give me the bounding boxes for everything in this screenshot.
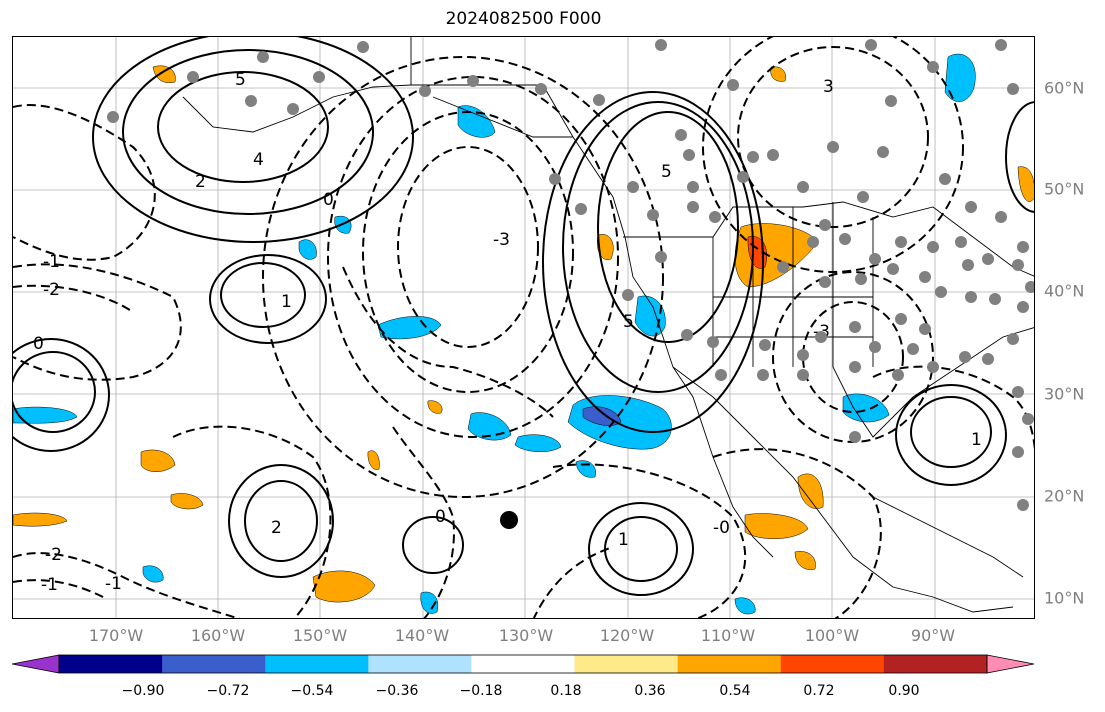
colorbar-outline <box>58 654 988 674</box>
location-marker <box>500 511 518 529</box>
anomaly-blob <box>367 450 380 470</box>
shaded-anomalies <box>13 53 1034 615</box>
colorbar-cell <box>162 655 266 673</box>
lon-label: 110°W <box>700 626 756 645</box>
contour-label: 1 <box>281 292 292 312</box>
colorbar-cell <box>574 655 679 673</box>
station-markers <box>107 39 1034 511</box>
anomaly-blob <box>770 66 786 82</box>
contour-label: 5 <box>235 70 246 90</box>
contour-label: 5 <box>623 312 634 332</box>
anomaly-blob <box>797 473 824 509</box>
contour-label: -3 <box>493 230 510 250</box>
contours <box>13 37 1034 618</box>
map-panel: 5 4 0 2 1 -1 -2 -3 0 1 2 -1 -0 5 3 -3 -2… <box>12 36 1035 619</box>
contour-label: -0 <box>713 518 730 538</box>
lat-label: 60°N <box>1044 78 1085 98</box>
colorbar-tick-label: −0.36 <box>375 683 419 699</box>
colorbar-extend-low <box>12 654 60 674</box>
colorbar-tick-label: −0.54 <box>290 683 334 699</box>
contour-label: -1 <box>105 574 122 594</box>
contour-label: 2 <box>195 172 206 192</box>
anomaly-blob <box>582 406 622 426</box>
contour-label: 0 <box>33 334 44 354</box>
anomaly-blob <box>794 551 816 570</box>
anomaly-blob <box>1017 166 1034 202</box>
colorbar-cell <box>883 655 988 673</box>
lat-label: 30°N <box>1044 384 1085 404</box>
contour-label: 0 <box>435 507 446 527</box>
contour-label: 3 <box>823 77 834 97</box>
anomaly-blob <box>142 565 164 583</box>
anomaly-blob <box>140 449 176 472</box>
contour-label: 0 <box>323 190 334 210</box>
anomaly-blob <box>597 233 614 260</box>
map-title: 2024082500 F000 <box>445 9 602 29</box>
lon-label: 90°W <box>910 626 956 645</box>
colorbar-cell <box>368 655 472 673</box>
lat-label: 20°N <box>1044 486 1085 506</box>
anomaly-blob <box>312 570 376 603</box>
anomaly-blob <box>13 512 68 527</box>
anomaly-blob <box>944 53 976 102</box>
anomaly-blob <box>575 460 596 478</box>
lat-label: 40°N <box>1044 281 1085 301</box>
lon-label: 140°W <box>394 626 450 645</box>
anomaly-blob <box>298 239 317 260</box>
colorbar-cell <box>780 655 885 673</box>
contour-label: -2 <box>43 280 60 300</box>
colorbar-extend-high <box>986 654 1035 674</box>
colorbar-cell <box>59 655 163 673</box>
contour-label: 2 <box>271 518 282 538</box>
contour-label: -1 <box>41 575 58 595</box>
colorbar-cell <box>471 655 576 673</box>
anomaly-blob <box>420 591 439 614</box>
lon-label: 160°W <box>190 626 246 645</box>
contour-label: 4 <box>253 150 264 170</box>
anomaly-blob <box>152 65 176 83</box>
anomaly-blob <box>842 393 890 423</box>
anomaly-blob <box>427 400 443 414</box>
anomaly-blob <box>377 316 442 340</box>
contour-label: 1 <box>618 530 629 550</box>
anomaly-blob <box>514 434 562 452</box>
map-canvas: 5 4 0 2 1 -1 -2 -3 0 1 2 -1 -0 5 3 -3 -2… <box>13 37 1034 618</box>
lat-label: 10°N <box>1044 588 1085 608</box>
positive-contours <box>13 37 1034 596</box>
colorbar-tick-label: −0.90 <box>121 683 165 699</box>
colorbar-cells <box>12 654 1035 674</box>
colorbar-cell <box>265 655 369 673</box>
lon-label: 120°W <box>599 626 655 645</box>
anomaly-blob <box>170 493 204 510</box>
contour-label: 1 <box>971 430 982 450</box>
colorbar-tick-label: 0.36 <box>634 683 666 699</box>
colorbar-tick-label: 0.54 <box>719 683 751 699</box>
contour-label: 5 <box>661 162 672 182</box>
lat-label: 50°N <box>1044 179 1085 199</box>
contour-label: -1 <box>43 252 60 272</box>
colorbar-tick-label: −0.18 <box>459 683 503 699</box>
lon-label: 170°W <box>88 626 144 645</box>
anomaly-blob <box>744 513 809 539</box>
anomaly-blob <box>734 597 756 615</box>
lon-label: 100°W <box>804 626 860 645</box>
colorbar-tick-label: 0.90 <box>888 683 920 699</box>
colorbar-tick-label: 0.18 <box>550 683 582 699</box>
colorbar-tick-label: 0.72 <box>803 683 835 699</box>
anomaly-blob <box>734 223 819 288</box>
colorbar <box>12 654 1035 674</box>
lon-label: 150°W <box>292 626 348 645</box>
negative-contours <box>13 37 1034 618</box>
lon-label: 130°W <box>498 626 554 645</box>
colorbar-cell <box>677 655 782 673</box>
graticule <box>13 37 1034 618</box>
colorbar-tick-label: −0.72 <box>206 683 250 699</box>
anomaly-blob <box>457 105 496 138</box>
contour-labels: 5 4 0 2 1 -1 -2 -3 0 1 2 -1 -0 5 3 -3 -2… <box>33 70 982 595</box>
contour-label: -2 <box>45 545 62 565</box>
